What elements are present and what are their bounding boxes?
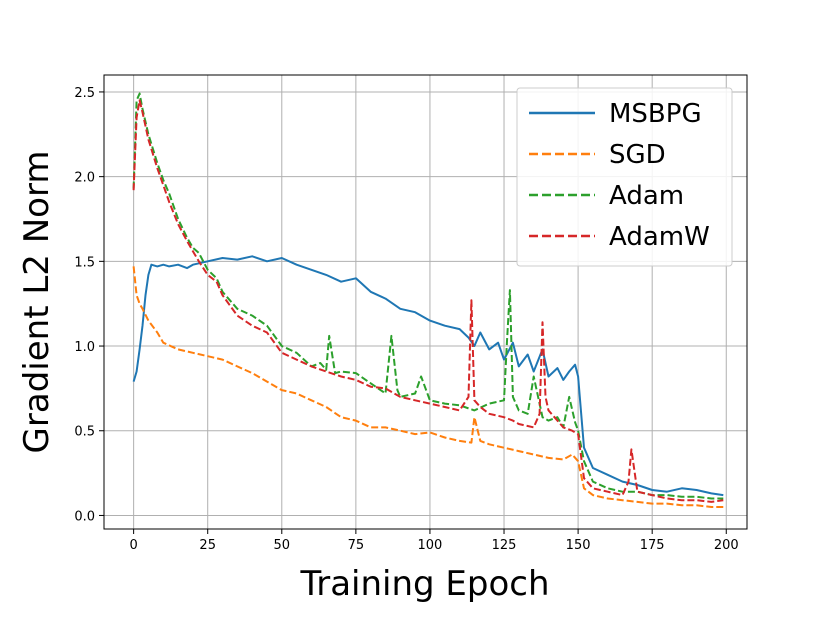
y-tick-label: 2.0: [74, 171, 95, 186]
x-tick-label: 175: [640, 538, 665, 553]
x-tick-label: 0: [129, 538, 137, 553]
x-tick-label: 25: [199, 538, 216, 553]
x-tick-label: 150: [566, 538, 591, 553]
y-axis-label: Gradient L2 Norm: [17, 151, 57, 454]
series-line-sgd: [132, 266, 724, 508]
legend-label-adam: Adam: [609, 181, 684, 211]
y-tick-label: 2.5: [74, 86, 95, 101]
y-tick-label: 1.5: [74, 255, 95, 270]
series-line-adamw: [132, 99, 724, 503]
y-tick-label: 1.0: [74, 340, 95, 355]
legend-label-msbpg: MSBPG: [609, 99, 702, 129]
legend-label-sgd: SGD: [609, 140, 666, 170]
plot-frame: [103, 74, 748, 530]
x-axis-label: Training Epoch: [299, 564, 549, 604]
legend-label-adamw: AdamW: [609, 222, 710, 252]
legend-box: [516, 87, 733, 267]
x-tick-label: 75: [348, 538, 365, 553]
series-line-adam: [132, 92, 724, 500]
series-line-msbpg: [132, 255, 724, 497]
y-tick-label: 0.5: [74, 425, 95, 440]
axis-ticks: 0 25 50 75 100 125 150 175 200 0.0 0.5 1.0 1.5 2.0 2.5: [74, 86, 738, 553]
x-tick-label: 100: [418, 538, 443, 553]
x-tick-label: 125: [492, 538, 517, 553]
legend: MSBPG SGD Adam AdamW: [516, 87, 733, 267]
x-tick-label: 200: [714, 538, 739, 553]
y-tick-label: 0.0: [74, 509, 95, 524]
x-tick-label: 50: [274, 538, 291, 553]
series-layer: [132, 92, 724, 508]
